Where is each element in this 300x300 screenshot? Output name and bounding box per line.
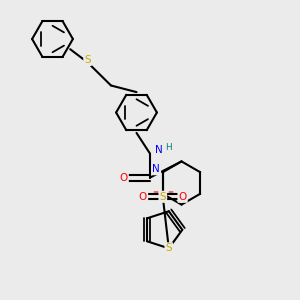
Text: H: H — [165, 142, 171, 152]
Text: S: S — [160, 192, 166, 202]
Text: N: N — [155, 145, 163, 155]
Text: N: N — [152, 164, 160, 174]
Text: S: S — [166, 243, 172, 253]
Text: O: O — [119, 172, 128, 183]
Text: =: = — [152, 189, 158, 195]
Text: =: = — [167, 189, 174, 195]
Text: O: O — [178, 192, 187, 202]
Text: O: O — [139, 192, 147, 202]
Text: S: S — [84, 55, 91, 65]
